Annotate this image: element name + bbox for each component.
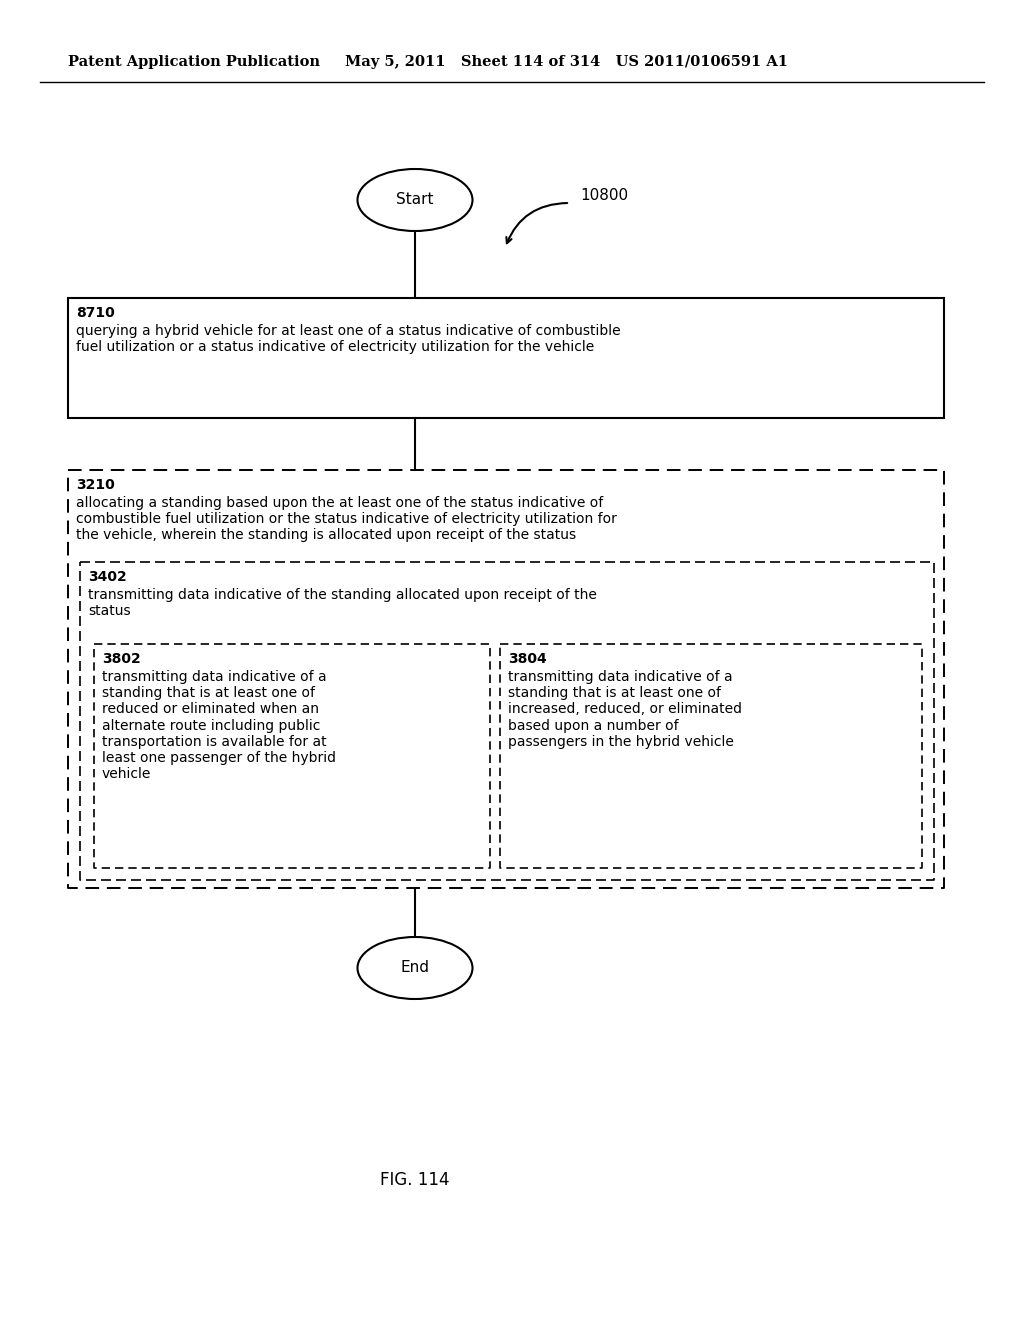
Text: End: End — [400, 961, 429, 975]
Text: Patent Application Publication: Patent Application Publication — [68, 55, 319, 69]
Bar — [68, 298, 944, 418]
Text: 8710: 8710 — [76, 306, 115, 319]
Text: 3402: 3402 — [88, 570, 127, 583]
Text: transmitting data indicative of a
standing that is at least one of
increased, re: transmitting data indicative of a standi… — [508, 671, 742, 748]
Text: transmitting data indicative of a
standing that is at least one of
reduced or el: transmitting data indicative of a standi… — [102, 671, 336, 781]
Ellipse shape — [357, 937, 472, 999]
Text: FIG. 114: FIG. 114 — [380, 1171, 450, 1189]
Text: querying a hybrid vehicle for at least one of a status indicative of combustible: querying a hybrid vehicle for at least o… — [76, 323, 621, 354]
Text: 10800: 10800 — [580, 189, 628, 203]
Text: Start: Start — [396, 193, 434, 207]
Text: 3802: 3802 — [102, 652, 140, 667]
Text: 3210: 3210 — [76, 478, 115, 492]
Ellipse shape — [357, 169, 472, 231]
Text: transmitting data indicative of the standing allocated upon receipt of the
statu: transmitting data indicative of the stan… — [88, 587, 597, 618]
Text: May 5, 2011   Sheet 114 of 314   US 2011/0106591 A1: May 5, 2011 Sheet 114 of 314 US 2011/010… — [345, 55, 788, 69]
Text: allocating a standing based upon the at least one of the status indicative of
co: allocating a standing based upon the at … — [76, 496, 616, 543]
Text: 3804: 3804 — [508, 652, 547, 667]
